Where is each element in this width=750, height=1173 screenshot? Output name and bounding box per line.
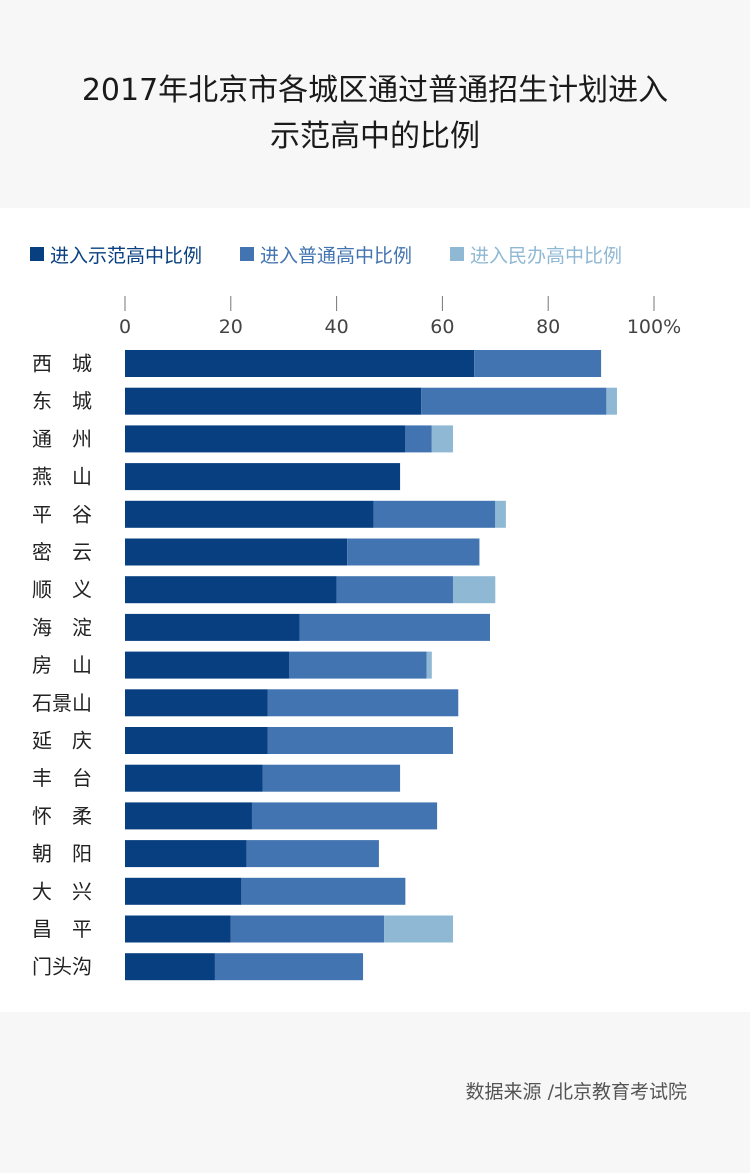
- category-label: 密 云: [32, 540, 92, 564]
- bar-segment-series-2: [347, 538, 480, 566]
- legend-label-s3: 进入民办高中比例: [470, 244, 623, 267]
- bar-segment-series-1: [125, 463, 401, 491]
- category-label: 西 城: [32, 352, 92, 376]
- legend-label-s2: 进入普通高中比例: [260, 244, 413, 267]
- bar-segment-series-2: [405, 425, 432, 453]
- category-label: 顺 义: [32, 578, 92, 602]
- bar-segment-series-1: [125, 915, 231, 943]
- category-label: 石景山: [32, 691, 92, 715]
- bar-segment-series-1: [125, 802, 252, 830]
- bar-segment-series-2: [267, 727, 453, 754]
- x-tick-label: 60: [430, 316, 454, 338]
- bar-segment-series-1: [125, 877, 242, 905]
- bar-segment-series-2: [251, 802, 438, 830]
- bar-segment-series-1: [125, 500, 374, 528]
- category-label: 昌 平: [32, 917, 92, 941]
- bar-segment-series-2: [421, 387, 607, 415]
- bar-segment-series-2: [373, 500, 496, 528]
- category-label: 通 州: [32, 427, 92, 451]
- bar-segment-series-1: [125, 576, 337, 604]
- bar-segment-series-1: [125, 350, 475, 377]
- x-tick-label: 20: [219, 316, 243, 338]
- legend-swatch-s3: [450, 247, 465, 261]
- bar-segment-series-1: [125, 764, 263, 792]
- x-tick-label: 40: [325, 316, 349, 338]
- bar-segment-series-2: [336, 576, 453, 604]
- category-label: 朝 阳: [32, 842, 92, 866]
- bar-segment-series-1: [125, 840, 247, 868]
- header: 2017年北京市各城区通过普通招生计划进入 示范高中的比例: [0, 0, 750, 208]
- legend-swatch-s2: [240, 247, 255, 261]
- bar-segment-series-3: [431, 425, 453, 453]
- bar-segment-series-2: [214, 953, 364, 981]
- bar-segment-series-3: [606, 387, 617, 415]
- legend: 进入示范高中比例 进入普通高中比例 进入民办高中比例: [30, 240, 660, 268]
- bar-segment-series-1: [125, 425, 406, 453]
- x-tick-label: 0: [119, 316, 131, 338]
- legend-item-s1: 进入示范高中比例: [30, 241, 202, 268]
- category-label: 燕 山: [32, 465, 92, 489]
- bar-segment-series-1: [125, 538, 348, 566]
- x-tick-label: 80: [536, 316, 560, 338]
- bar-segment-series-3: [495, 500, 506, 528]
- bar-segment-series-2: [241, 877, 406, 905]
- bar-segment-series-3: [452, 576, 496, 604]
- bar-segment-series-1: [125, 689, 268, 717]
- bar-segment-series-1: [125, 651, 289, 679]
- category-label: 大 兴: [32, 879, 92, 903]
- category-label: 平 谷: [32, 502, 92, 526]
- bar-segment-series-3: [426, 651, 432, 679]
- bar-segment-series-1: [125, 953, 215, 981]
- legend-item-s3: 进入民办高中比例: [450, 241, 622, 268]
- category-label: 延 庆: [32, 729, 92, 753]
- category-label: 怀 柔: [32, 804, 92, 828]
- category-label: 门头沟: [32, 955, 92, 979]
- bar-segment-series-2: [246, 840, 379, 868]
- bar-segment-series-1: [125, 613, 300, 641]
- category-label: 丰 台: [32, 766, 92, 790]
- x-tick-label: 100%: [627, 316, 681, 338]
- legend-swatch-s1: [30, 247, 44, 261]
- bar-segment-series-1: [125, 727, 268, 754]
- bar-segment-series-2: [288, 651, 427, 679]
- bar-segment-series-3: [384, 915, 453, 943]
- bar-chart: 0 20 40 60 80 100% 西 城东 城通 州燕 山平 谷密 云顺 义海 淀房 山…: [32, 296, 681, 981]
- chart-title-line2: 示范高中的比例: [270, 119, 480, 154]
- category-label: 海 淀: [32, 615, 92, 639]
- chart-title: 2017年北京市各城区通过普通招生计划进入 示范高中的比例: [0, 68, 750, 160]
- bar-segment-series-1: [125, 387, 422, 415]
- bar-segment-series-2: [230, 915, 385, 943]
- legend-item-s2: 进入普通高中比例: [240, 241, 412, 268]
- data-source: 数据来源 /北京教育考试院: [465, 1081, 687, 1103]
- bar-segment-series-2: [299, 613, 491, 641]
- category-label: 东 城: [32, 389, 92, 413]
- bar-segment-series-2: [262, 764, 401, 792]
- chart-title-line1: 2017年北京市各城区通过普通招生计划进入: [81, 73, 669, 108]
- legend-label-s1: 进入示范高中比例: [50, 244, 203, 267]
- bar-segment-series-2: [267, 689, 459, 717]
- category-label: 房 山: [32, 653, 92, 677]
- bar-segment-series-2: [474, 350, 602, 377]
